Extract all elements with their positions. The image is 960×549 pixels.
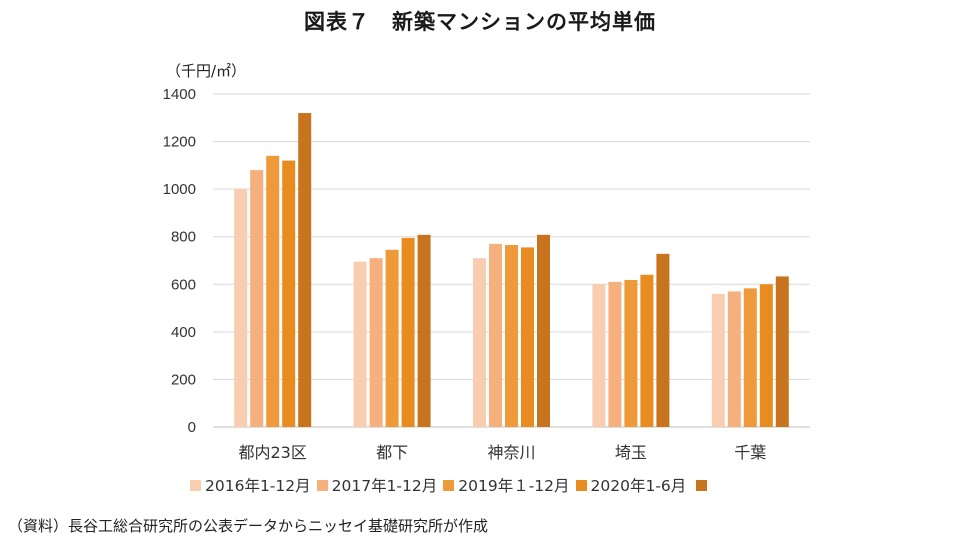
legend-label: 2019年１-12月 — [458, 477, 570, 495]
bar — [521, 247, 534, 427]
y-tick-label: 200 — [171, 371, 196, 388]
x-tick-label: 都内23区 — [239, 443, 307, 462]
legend-label: 2020年1-6月 — [590, 477, 687, 495]
bar — [592, 284, 606, 427]
bar — [401, 237, 415, 427]
legend-item: 2020年1-6月 — [575, 474, 687, 496]
x-axis-ticks: 都内23区 都下 神奈川 埼玉 千葉 — [239, 443, 767, 462]
y-tick-label: 600 — [171, 276, 196, 293]
bar — [489, 243, 502, 427]
x-tick-label: 神奈川 — [487, 443, 535, 462]
bar — [537, 234, 550, 427]
bar — [298, 113, 312, 428]
y-tick-label: 1200 — [163, 134, 196, 151]
y-tick-label: 1400 — [163, 86, 196, 103]
bar — [250, 170, 264, 427]
bar — [711, 293, 725, 427]
y-axis-unit-label: （千円/㎡） — [166, 62, 247, 80]
chart-title: 図表７ 新築マンションの平均単価 — [304, 10, 656, 34]
legend-extra-swatch — [696, 479, 708, 491]
bar — [353, 261, 367, 427]
y-axis-ticks: 0 200 400 600 800 1000 1200 1400 — [163, 86, 196, 436]
legend-swatch — [443, 479, 455, 491]
bar — [775, 276, 789, 427]
bar — [385, 249, 399, 427]
legend-label: 2016年1-12月 — [205, 477, 311, 495]
bar — [608, 281, 622, 427]
source-note: （資料）長谷工総合研究所の公表データからニッセイ基礎研究所が作成 — [8, 517, 489, 535]
bar — [743, 288, 757, 427]
legend-swatch — [190, 479, 201, 491]
bars — [234, 113, 789, 428]
legend-items: 2016年1-12月 2017年1-12月 2019年１-12月 2020年1-6月 — [190, 474, 692, 496]
bar — [473, 258, 486, 427]
legend-label: 2017年1-12月 — [331, 477, 438, 495]
bar — [759, 284, 773, 427]
legend-swatch — [316, 479, 328, 491]
bar — [727, 291, 741, 427]
legend-item: 2019年１-12月 — [443, 474, 570, 496]
y-tick-label: 1000 — [163, 181, 196, 198]
x-tick-label: 都下 — [376, 443, 408, 462]
bar — [417, 234, 431, 427]
bar — [266, 155, 280, 428]
bar — [234, 189, 248, 427]
y-tick-label: 0 — [188, 419, 196, 436]
bar — [282, 160, 296, 427]
legend-item: 2017年1-12月 — [316, 474, 438, 496]
bar — [640, 274, 654, 427]
legend: 2016年1-12月 2017年1-12月 2019年１-12月 2020年1-6月 — [190, 474, 708, 496]
bar — [369, 258, 383, 427]
bar — [624, 280, 638, 427]
bar — [656, 253, 670, 427]
x-tick-label: 埼玉 — [615, 443, 647, 462]
y-tick-label: 800 — [171, 229, 196, 246]
y-tick-label: 400 — [171, 324, 196, 341]
legend-item: 2016年1-12月 — [190, 474, 311, 496]
bar — [505, 245, 518, 427]
x-tick-label: 千葉 — [734, 443, 766, 462]
legend-swatch — [575, 479, 587, 491]
